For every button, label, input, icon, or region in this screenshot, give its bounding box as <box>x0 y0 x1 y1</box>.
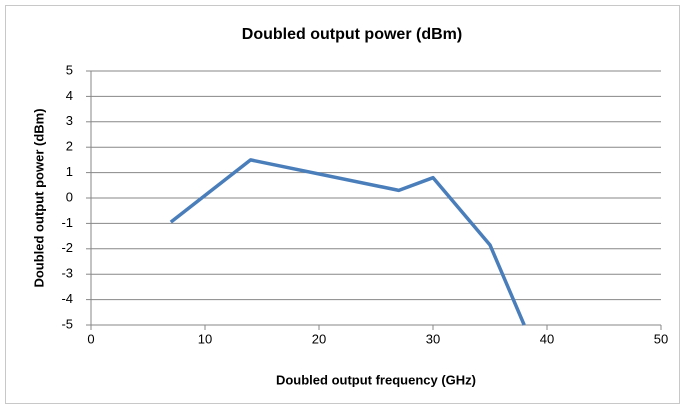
y-tick-label: 3 <box>66 113 73 128</box>
x-axis-label: Doubled output frequency (GHz) <box>276 372 476 387</box>
y-tick-label: 4 <box>66 88 73 103</box>
y-tick-label: -1 <box>61 215 73 230</box>
y-tick-label: -5 <box>61 316 73 331</box>
chart-title: Doubled output power (dBm) <box>242 26 462 43</box>
x-tick-label: 20 <box>312 331 326 346</box>
data-line <box>169 158 526 326</box>
y-tick-label: 5 <box>66 62 73 77</box>
y-tick-label: 2 <box>66 139 73 154</box>
chart-border <box>5 5 680 404</box>
x-tick-label: 40 <box>540 331 554 346</box>
x-tick-label: 0 <box>87 331 94 346</box>
x-tick-label: 30 <box>426 331 440 346</box>
y-tick-label: -3 <box>61 266 73 281</box>
y-tick-label: -2 <box>61 240 73 255</box>
y-axis-label: Doubled output power (dBm) <box>31 108 46 287</box>
y-tick-label: 0 <box>66 189 73 204</box>
x-tick-label: 50 <box>654 331 668 346</box>
y-tick-label: 1 <box>66 164 73 179</box>
y-tick-label: -4 <box>61 291 73 306</box>
x-tick-label: 10 <box>198 331 212 346</box>
